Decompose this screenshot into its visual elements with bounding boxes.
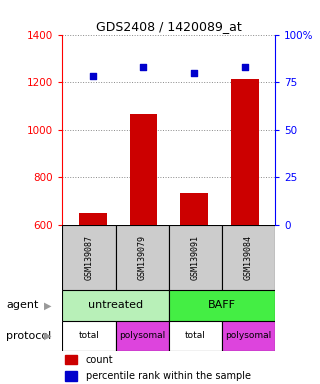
Bar: [169, 290, 275, 321]
Bar: [130, 114, 157, 225]
Bar: [65, 371, 77, 381]
Point: [90, 73, 95, 79]
Bar: [169, 225, 222, 290]
Bar: [231, 78, 259, 225]
Bar: [222, 225, 275, 290]
Text: untreated: untreated: [88, 300, 143, 310]
Title: GDS2408 / 1420089_at: GDS2408 / 1420089_at: [96, 20, 242, 33]
Point: [141, 64, 146, 70]
Bar: [180, 192, 208, 225]
Bar: [62, 225, 116, 290]
Text: BAFF: BAFF: [208, 300, 236, 310]
Text: agent: agent: [6, 300, 39, 310]
Bar: [169, 321, 222, 351]
Text: GSM139087: GSM139087: [84, 235, 93, 280]
Bar: [79, 213, 107, 225]
Bar: [116, 225, 169, 290]
Text: protocol: protocol: [6, 331, 52, 341]
Bar: [62, 290, 169, 321]
Text: polysomal: polysomal: [226, 331, 272, 341]
Bar: [62, 321, 116, 351]
Text: count: count: [86, 354, 113, 364]
Text: percentile rank within the sample: percentile rank within the sample: [86, 371, 251, 381]
Bar: [65, 355, 77, 364]
Text: total: total: [79, 331, 100, 341]
Text: total: total: [185, 331, 206, 341]
Text: GSM139091: GSM139091: [191, 235, 200, 280]
Text: ▶: ▶: [44, 300, 52, 310]
Bar: [116, 321, 169, 351]
Point: [192, 70, 197, 76]
Point: [242, 64, 247, 70]
Text: GSM139079: GSM139079: [138, 235, 147, 280]
Text: polysomal: polysomal: [119, 331, 165, 341]
Text: ▶: ▶: [44, 331, 52, 341]
Bar: [222, 321, 275, 351]
Text: GSM139084: GSM139084: [244, 235, 253, 280]
